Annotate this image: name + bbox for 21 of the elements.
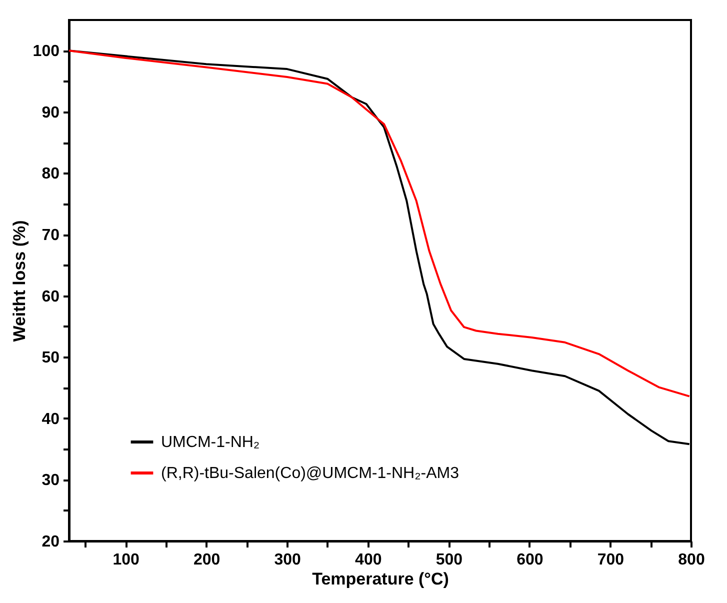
x-axis-title: Temperature (°C) bbox=[312, 570, 449, 588]
y-tick-label: 100 bbox=[32, 43, 60, 60]
y-tick-label: 80 bbox=[42, 166, 60, 183]
x-tick-label: 600 bbox=[516, 552, 544, 568]
y-tick-label: 50 bbox=[42, 350, 60, 367]
x-tick-label: 300 bbox=[274, 552, 302, 568]
x-tick-label: 800 bbox=[678, 552, 705, 568]
x-tick-label: 700 bbox=[597, 552, 624, 568]
y-tick-label: 70 bbox=[42, 227, 60, 244]
x-tick-label: 100 bbox=[112, 552, 140, 568]
y-tick-label: 30 bbox=[42, 472, 60, 490]
x-tick-label: 400 bbox=[355, 552, 382, 568]
y-axis-title: Weitht loss (%) bbox=[10, 220, 29, 342]
y-tick-label: 20 bbox=[42, 534, 60, 550]
legend-label: UMCM-1-NH₂ bbox=[161, 434, 260, 451]
x-tick-label: 500 bbox=[436, 552, 463, 568]
y-tick-label: 60 bbox=[42, 288, 60, 306]
y-tick-label: 90 bbox=[42, 104, 60, 122]
x-tick-label: 200 bbox=[193, 552, 220, 568]
y-tick-label: 40 bbox=[42, 410, 60, 428]
legend-label: (R,R)-tBu-Salen(Co)@UMCM-1-NH₂-AM3 bbox=[161, 465, 460, 482]
